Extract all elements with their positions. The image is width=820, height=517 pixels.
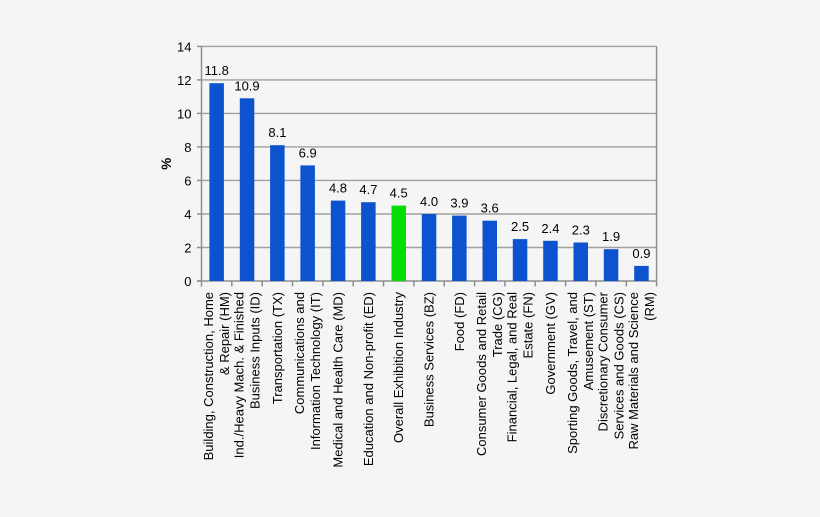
svg-text:Sporting Goods, Travel, and: Sporting Goods, Travel, and (565, 292, 580, 454)
svg-text:Raw Materials and Science: Raw Materials and Science (626, 292, 641, 450)
svg-text:10: 10 (177, 106, 191, 121)
svg-text:Services and Goods (CS): Services and Goods (CS) (612, 292, 627, 439)
svg-text:Building, Construction, Home: Building, Construction, Home (201, 292, 216, 460)
svg-text:4.7: 4.7 (359, 182, 377, 197)
svg-text:4.0: 4.0 (420, 194, 438, 209)
svg-text:Trade (CG): Trade (CG) (490, 292, 505, 357)
svg-text:8: 8 (184, 140, 191, 155)
svg-text:14: 14 (177, 39, 191, 54)
svg-text:2.5: 2.5 (511, 219, 529, 234)
svg-text:11.8: 11.8 (205, 63, 229, 78)
svg-text:10.9: 10.9 (234, 78, 259, 93)
svg-text:Communications and: Communications and (292, 292, 307, 414)
svg-text:Consumer Goods and Retail: Consumer Goods and Retail (474, 292, 489, 456)
svg-text:0: 0 (184, 274, 191, 289)
svg-text:4: 4 (184, 207, 191, 222)
svg-text:6: 6 (184, 173, 191, 188)
svg-text:6.9: 6.9 (299, 145, 317, 160)
svg-text:Business Inputs (ID): Business Inputs (ID) (248, 292, 263, 409)
svg-text:Information Technology (IT): Information Technology (IT) (308, 292, 323, 450)
svg-text:Government (GV): Government (GV) (543, 292, 558, 395)
svg-text:3.6: 3.6 (481, 201, 499, 216)
svg-text:%: % (159, 158, 174, 170)
svg-text:1.9: 1.9 (602, 229, 620, 244)
svg-text:Food (FD): Food (FD) (452, 292, 467, 351)
svg-text:(RM): (RM) (642, 292, 657, 321)
svg-text:3.9: 3.9 (450, 196, 468, 211)
svg-text:Ind./Heavy Mach. & Finished: Ind./Heavy Mach. & Finished (232, 292, 247, 458)
svg-text:& Repair (HM): & Repair (HM) (217, 292, 232, 375)
svg-text:2: 2 (184, 241, 191, 256)
svg-text:8.1: 8.1 (268, 125, 286, 140)
svg-text:4.8: 4.8 (329, 181, 347, 196)
svg-text:12: 12 (177, 73, 191, 88)
svg-text:Discretionary Consumer: Discretionary Consumer (596, 291, 611, 431)
svg-text:Transportation (TX): Transportation (TX) (270, 292, 285, 404)
svg-text:Financial, Legal, and Real: Financial, Legal, and Real (505, 292, 520, 442)
svg-text:0.9: 0.9 (632, 246, 650, 261)
svg-text:Medical and Health Care (MD): Medical and Health Care (MD) (331, 292, 346, 468)
svg-text:2.4: 2.4 (541, 221, 559, 236)
svg-text:Education and Non-profit (ED): Education and Non-profit (ED) (361, 292, 376, 466)
svg-text:Overall Exhibition Industry: Overall Exhibition Industry (391, 292, 406, 444)
svg-text:Business Services (BZ): Business Services (BZ) (422, 292, 437, 427)
svg-text:2.3: 2.3 (572, 223, 590, 238)
svg-text:Amusement (ST): Amusement (ST) (581, 292, 596, 390)
svg-text:4.5: 4.5 (390, 186, 408, 201)
svg-text:Estate (FN): Estate (FN) (521, 292, 536, 358)
